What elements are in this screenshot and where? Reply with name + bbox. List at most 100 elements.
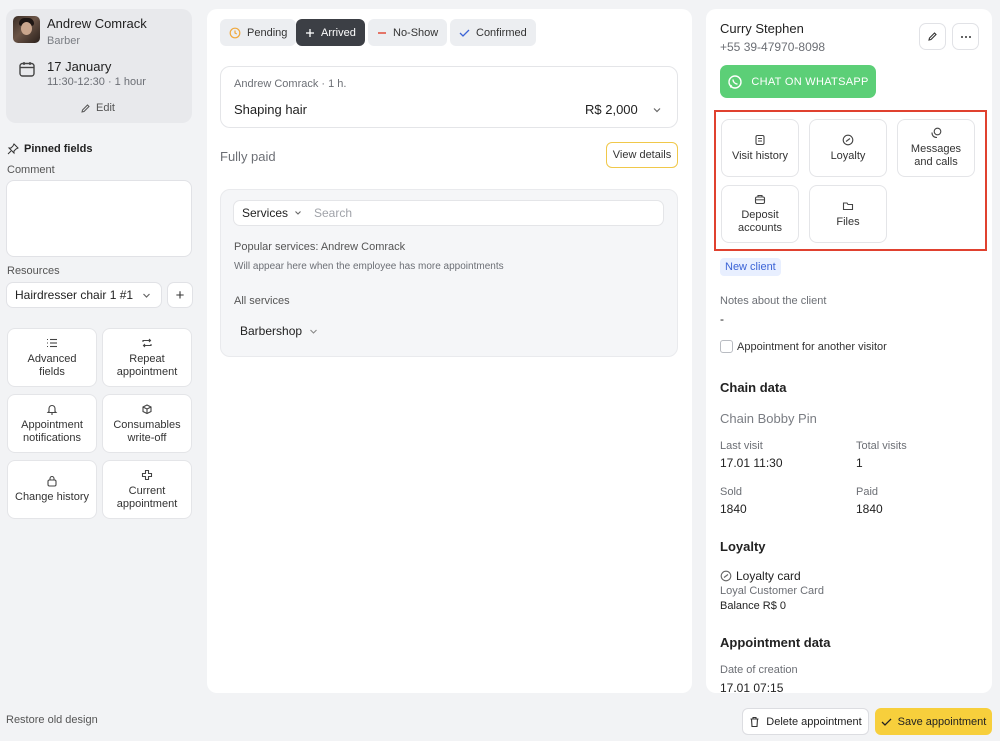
chevron-down-icon bbox=[142, 291, 151, 300]
minus-icon bbox=[377, 28, 387, 38]
plus-icon: + bbox=[175, 286, 185, 304]
tool-label: Current appointment bbox=[116, 484, 178, 510]
delete-appointment-button[interactable]: Delete appointment bbox=[742, 708, 869, 735]
resource-select[interactable]: Hairdresser chair 1 #1 bbox=[6, 282, 162, 308]
chat-whatsapp-button[interactable]: CHAT ON WHATSAPP bbox=[720, 65, 876, 98]
visit-history-button[interactable]: Visit history bbox=[721, 119, 799, 177]
deposit-accounts-button[interactable]: Deposit accounts bbox=[721, 185, 799, 243]
another-visitor-label: Appointment for another visitor bbox=[737, 341, 887, 353]
chevron-down-icon bbox=[309, 327, 318, 336]
tile-label: Messages and calls bbox=[910, 143, 962, 168]
clock-icon bbox=[229, 27, 241, 39]
comment-label: Comment bbox=[7, 164, 55, 176]
pinned-fields-label: Pinned fields bbox=[24, 143, 93, 155]
whatsapp-label: CHAT ON WHATSAPP bbox=[751, 75, 869, 88]
popular-services-title: Popular services: Andrew Comrack bbox=[234, 241, 406, 253]
status-pending-button[interactable]: Pending bbox=[220, 19, 297, 46]
appointment-notifications-button[interactable]: Appointment notifications bbox=[7, 394, 97, 453]
tile-label: Deposit accounts bbox=[737, 209, 783, 234]
loyalty-card-row: Loyalty card bbox=[720, 569, 801, 583]
notes-value: - bbox=[720, 312, 724, 326]
loyalty-button[interactable]: Loyalty bbox=[809, 119, 887, 177]
all-services-title: All services bbox=[234, 295, 290, 307]
loyalty-heading: Loyalty bbox=[720, 539, 766, 554]
employee-role: Barber bbox=[47, 35, 81, 47]
list-icon bbox=[46, 337, 58, 349]
loyalty-card-name: Loyal Customer Card bbox=[720, 585, 824, 597]
calendar-icon bbox=[18, 60, 36, 78]
appointment-date: 17 January bbox=[47, 59, 112, 74]
creation-date-label: Date of creation bbox=[720, 664, 798, 676]
creation-date-value: 17.01 07:15 bbox=[720, 681, 784, 695]
edit-client-button[interactable] bbox=[919, 23, 946, 50]
edit-label: Edit bbox=[96, 102, 115, 114]
status-no-show-button[interactable]: No-Show bbox=[368, 19, 448, 46]
pencil-icon bbox=[80, 103, 91, 114]
loyalty-balance: Balance R$ 0 bbox=[720, 600, 787, 612]
tool-label: Consumables write-off bbox=[113, 418, 181, 444]
cube-icon bbox=[141, 403, 153, 415]
add-resource-button[interactable]: + bbox=[167, 282, 193, 308]
tool-label: Repeat appointment bbox=[116, 352, 178, 378]
delete-label: Delete appointment bbox=[766, 715, 862, 728]
avatar bbox=[13, 16, 40, 43]
change-history-button[interactable]: Change history bbox=[7, 460, 97, 519]
notes-label: Notes about the client bbox=[720, 295, 827, 307]
resource-value: Hairdresser chair 1 #1 bbox=[15, 288, 134, 302]
service-price: R$ 2,000 bbox=[585, 102, 638, 117]
services-category-select[interactable]: Services bbox=[242, 206, 302, 220]
pin-icon bbox=[7, 143, 19, 155]
service-meta: Andrew Comrack · 1 h. bbox=[234, 78, 347, 90]
save-appointment-button[interactable]: Save appointment bbox=[875, 708, 992, 735]
check-icon bbox=[459, 28, 470, 38]
current-appointment-button[interactable]: Current appointment bbox=[102, 460, 192, 519]
client-name: Curry Stephen bbox=[720, 21, 804, 36]
status-confirmed-button[interactable]: Confirmed bbox=[450, 19, 536, 46]
repeat-appointment-button[interactable]: Repeat appointment bbox=[102, 328, 192, 387]
chain-name: Chain Bobby Pin bbox=[720, 411, 817, 426]
check-icon bbox=[881, 717, 892, 727]
advanced-fields-button[interactable]: Advanced fields bbox=[7, 328, 97, 387]
loyalty-card-label: Loyalty card bbox=[736, 569, 801, 583]
more-icon bbox=[960, 35, 972, 39]
sold-label: Sold bbox=[720, 486, 743, 498]
messages-and-calls-button[interactable]: Messages and calls bbox=[897, 119, 975, 177]
appointment-time: 11:30-12:30 · 1 hour bbox=[47, 76, 146, 88]
wallet-icon bbox=[754, 193, 766, 205]
employee-name: Andrew Comrack bbox=[47, 16, 147, 31]
folder-icon bbox=[842, 200, 854, 212]
paid-value: 1840 bbox=[856, 502, 883, 516]
tile-label: Files bbox=[836, 215, 860, 228]
consumables-write-off-button[interactable]: Consumables write-off bbox=[102, 394, 192, 453]
status-arrived-button[interactable]: Arrived bbox=[296, 19, 365, 46]
more-options-button[interactable] bbox=[952, 23, 979, 50]
loyalty-icon bbox=[720, 570, 732, 582]
total-visits-value: 1 bbox=[856, 456, 863, 470]
appointment-data-heading: Appointment data bbox=[720, 635, 831, 650]
last-visit-label: Last visit bbox=[720, 440, 763, 452]
service-group-barbershop[interactable]: Barbershop bbox=[240, 324, 318, 338]
lock-icon bbox=[46, 475, 58, 487]
repeat-icon bbox=[141, 337, 153, 349]
popular-services-hint: Will appear here when the employee has m… bbox=[234, 261, 504, 272]
pinned-fields-heading: Pinned fields bbox=[7, 143, 92, 155]
service-card[interactable] bbox=[220, 66, 678, 128]
comment-field[interactable] bbox=[6, 180, 192, 257]
messages-icon bbox=[930, 127, 942, 139]
last-visit-value: 17.01 11:30 bbox=[720, 456, 783, 470]
bell-icon bbox=[46, 403, 58, 415]
edit-employee-button[interactable]: Edit bbox=[80, 102, 115, 114]
plus-icon bbox=[305, 28, 315, 38]
plus-icon bbox=[141, 469, 153, 481]
status-label: Arrived bbox=[321, 26, 356, 39]
restore-old-design-link[interactable]: Restore old design bbox=[6, 714, 98, 726]
status-label: Confirmed bbox=[476, 26, 527, 39]
files-button[interactable]: Files bbox=[809, 185, 887, 243]
another-visitor-checkbox[interactable] bbox=[720, 340, 733, 353]
history-icon bbox=[754, 134, 766, 146]
services-search-input[interactable] bbox=[314, 204, 654, 222]
chevron-down-icon[interactable] bbox=[652, 105, 662, 115]
new-client-badge: New client bbox=[720, 258, 781, 276]
view-details-button[interactable]: View details bbox=[606, 142, 678, 168]
tile-label: Visit history bbox=[731, 149, 789, 162]
